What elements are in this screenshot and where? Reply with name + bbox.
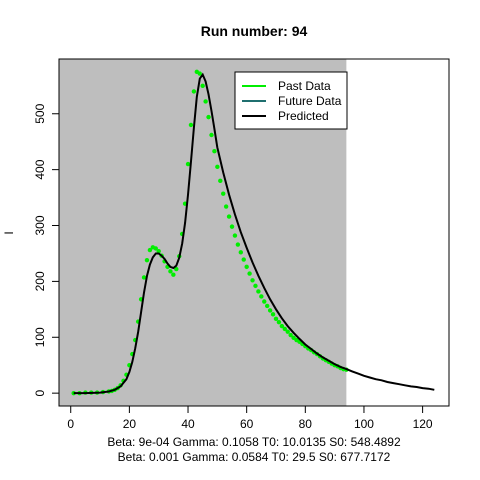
past-data-point (171, 272, 176, 277)
legend: Past Data Future Data Predicted (234, 71, 348, 130)
past-data-point (188, 122, 194, 128)
y-tick-label: 0 (33, 389, 47, 396)
past-data-point (282, 326, 287, 332)
past-data-point (232, 233, 238, 238)
past-data-point (168, 269, 173, 274)
past-data-point (264, 303, 270, 309)
past-data-point (273, 316, 279, 322)
past-data-point (185, 161, 191, 167)
past-data-point (288, 332, 293, 338)
past-data-point (259, 294, 264, 299)
x-tick-label: 0 (67, 417, 74, 431)
past-data-point (238, 250, 244, 255)
past-data-point (250, 278, 255, 283)
past-data-point (241, 257, 246, 262)
past-data-point (244, 264, 249, 270)
x-axis: 0 20 40 60 80 100 120 (67, 405, 433, 431)
past-data-point (235, 242, 241, 247)
chart-title: Run number: 94 (201, 23, 308, 39)
predicted-line (73, 72, 435, 395)
x-tick-label: 80 (299, 417, 313, 431)
x-tick-label: 60 (240, 417, 254, 431)
legend-label-future-data: Future Data (278, 94, 342, 108)
past-data-point (247, 271, 252, 276)
legend-label-past-data: Past Data (278, 79, 331, 93)
past-data-point (144, 257, 150, 263)
y-axis: 0 100 200 300 400 500 (33, 103, 60, 396)
past-data-point (270, 312, 276, 317)
past-data-point (218, 178, 223, 184)
past-data-point (209, 132, 214, 138)
past-data-point (223, 204, 229, 209)
past-data-point (203, 99, 208, 104)
past-data-point (200, 83, 205, 89)
past-data-point (197, 71, 202, 76)
y-tick-label: 300 (33, 215, 47, 235)
past-data-point (174, 266, 179, 272)
past-data-point (229, 224, 235, 229)
past-data-point (256, 289, 261, 294)
past-data-point (215, 164, 220, 170)
y-axis-label: I (2, 231, 16, 234)
legend-box (234, 71, 348, 130)
past-data-point (212, 148, 217, 154)
x-tick-label: 100 (354, 417, 374, 431)
past-data-point (71, 390, 76, 396)
past-data-point (267, 308, 273, 313)
past-data-point (276, 319, 282, 325)
x-tick-label: 20 (123, 417, 137, 431)
y-tick-label: 100 (33, 327, 47, 347)
past-data-point (262, 299, 267, 304)
y-tick-label: 400 (33, 159, 47, 179)
y-tick-label: 500 (33, 103, 47, 123)
past-data-point (279, 323, 285, 329)
past-data-point (141, 275, 147, 280)
past-data-point (206, 114, 211, 120)
x-tick-label: 40 (181, 417, 195, 431)
past-data-point (191, 89, 197, 94)
past-data-point (226, 214, 232, 219)
past-data-point (147, 247, 153, 253)
past-data-point (153, 246, 158, 251)
footer-line-1: Beta: 9e-04 Gamma: 0.1058 T0: 10.0135 S0… (107, 435, 401, 449)
past-data-point (253, 283, 258, 289)
y-tick-label: 200 (33, 271, 47, 291)
past-data-point (221, 191, 226, 196)
footer-line-2: Beta: 0.001 Gamma: 0.0584 T0: 29.5 S0: 6… (118, 450, 391, 464)
x-tick-label: 120 (413, 417, 433, 431)
legend-label-predicted: Predicted (278, 109, 329, 123)
past-data-point (285, 329, 290, 334)
past-data-point (156, 249, 161, 254)
